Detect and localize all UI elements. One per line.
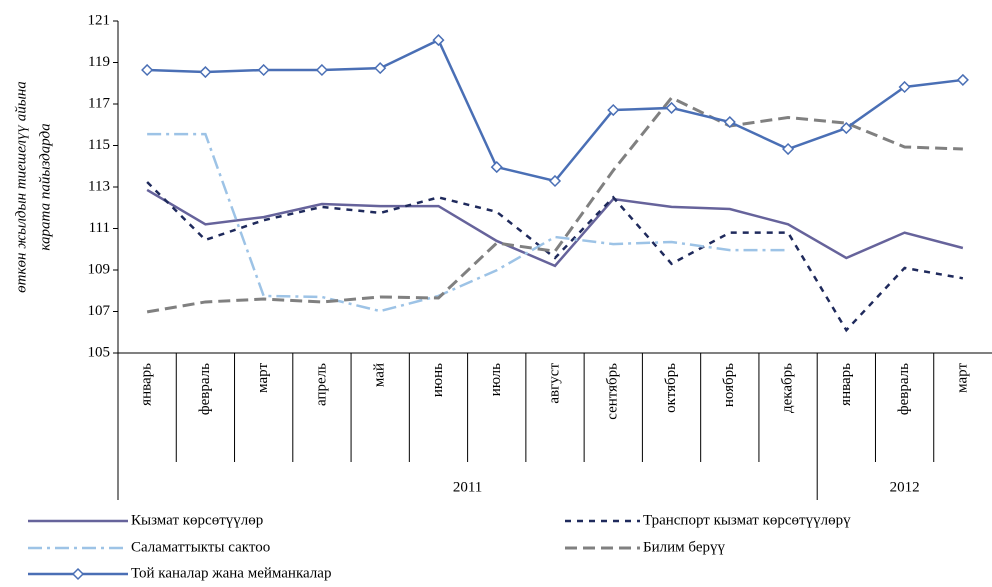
- category-label-group: май: [372, 363, 388, 387]
- marker: [374, 62, 387, 75]
- marker: [898, 80, 911, 94]
- x-tick-label: март: [954, 363, 970, 393]
- x-tick-label: декабрь: [780, 363, 796, 413]
- category-label-group: июль: [488, 363, 504, 396]
- marker: [548, 174, 562, 188]
- y-tick-label: 121: [88, 12, 111, 28]
- category-label-group: декабрь: [780, 363, 796, 413]
- y-axis-label: карата пайыздарда: [37, 123, 53, 250]
- marker: [199, 65, 212, 79]
- x-tick-label: март: [255, 363, 271, 393]
- marker: [840, 122, 853, 135]
- x-tick-label: февраль: [197, 363, 213, 415]
- x-tick-label: июнь: [430, 363, 446, 397]
- series-line: [146, 95, 963, 314]
- marker: [782, 142, 795, 156]
- series-line: [146, 181, 964, 333]
- marker: [257, 63, 270, 77]
- legend-marker: [71, 567, 85, 581]
- category-label-group: февраль: [896, 363, 912, 415]
- marker: [490, 161, 503, 174]
- y-tick-label: 105: [88, 344, 111, 360]
- series-line: [146, 188, 964, 268]
- category-label-group: сентябрь: [605, 363, 621, 420]
- y-tick-label: 117: [88, 95, 110, 111]
- y-tick-label: 111: [89, 220, 110, 236]
- legend-label: Той каналар жана мейманкалар: [131, 565, 331, 581]
- x-tick-label: май: [372, 363, 388, 387]
- legend-label: Билим берүү: [643, 539, 725, 555]
- marker: [607, 103, 620, 117]
- marker: [956, 73, 969, 86]
- x-tick-label: февраль: [896, 363, 912, 415]
- x-tick-label: январь: [838, 363, 854, 406]
- x-tick-label: октябрь: [663, 363, 679, 413]
- x-tick-label: август: [546, 363, 562, 404]
- y-tick-label: 115: [88, 137, 110, 153]
- category-label-group: август: [546, 363, 562, 404]
- category-label-group: июнь: [430, 363, 446, 397]
- marker: [141, 63, 154, 77]
- series-line: [147, 132, 789, 313]
- category-label-group: март: [954, 363, 970, 393]
- marker: [432, 34, 445, 47]
- group-label: 2011: [453, 479, 482, 495]
- x-tick-label: сентябрь: [605, 363, 621, 420]
- x-tick-label: июль: [488, 363, 504, 396]
- category-label-group: февраль: [197, 363, 213, 415]
- y-axis-label: өткөн жылдын тиешелүү айына: [13, 81, 29, 293]
- legend-label: Транспорт кызмат көрсөтүүлөрү: [643, 512, 851, 528]
- category-label-group: апрель: [313, 363, 329, 406]
- y-tick-label: 119: [88, 54, 110, 70]
- y-tick-label: 109: [88, 261, 111, 277]
- series-line: [147, 38, 964, 183]
- x-tick-label: январь: [139, 363, 155, 406]
- category-label-group: октябрь: [663, 363, 679, 413]
- marker: [665, 101, 678, 115]
- marker: [723, 115, 736, 129]
- category-label-group: январь: [838, 363, 854, 406]
- group-label: 2012: [890, 479, 920, 495]
- legend-label: Саламаттыкты сактоо: [131, 539, 270, 555]
- x-tick-label: ноябрь: [721, 363, 737, 407]
- category-label-group: ноябрь: [721, 363, 737, 407]
- legend-label: Кызмат көрсөтүүлөр: [131, 512, 263, 528]
- category-label-group: март: [255, 363, 271, 393]
- x-tick-label: апрель: [313, 363, 329, 406]
- y-tick-label: 107: [88, 303, 111, 319]
- marker: [315, 63, 328, 77]
- category-label-group: январь: [139, 363, 155, 406]
- y-tick-label: 113: [88, 178, 110, 194]
